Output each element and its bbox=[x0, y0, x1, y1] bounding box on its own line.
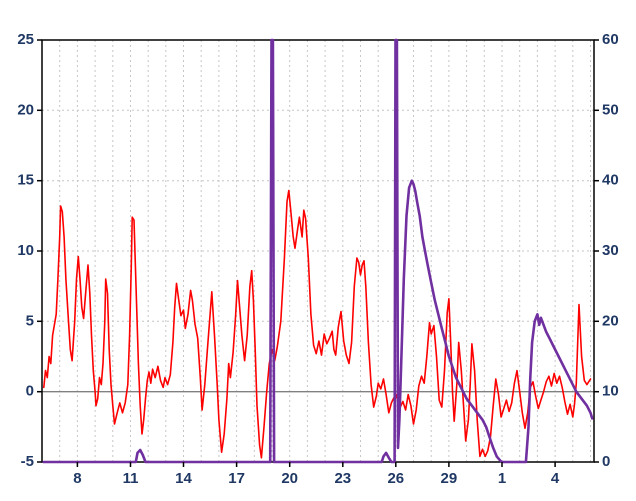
left-axis-tick-label: 15 bbox=[17, 172, 34, 189]
x-axis-tick-label: 23 bbox=[334, 470, 351, 487]
right-axis-tick-label: 20 bbox=[602, 312, 619, 329]
right-axis-tick-label: 10 bbox=[602, 383, 619, 400]
snow-line bbox=[42, 38, 594, 464]
right-axis-tick-label: 50 bbox=[602, 101, 619, 118]
x-axis-tick-label: 1 bbox=[498, 470, 506, 487]
left-axis-tick-label: 5 bbox=[26, 312, 34, 329]
x-axis-tick-label: 11 bbox=[123, 470, 139, 487]
left-axis-tick-label: 25 bbox=[17, 31, 34, 48]
right-axis-tick-label: 40 bbox=[602, 172, 619, 189]
left-axis-tick-label: 20 bbox=[17, 101, 34, 118]
left-axis-tick-label: 0 bbox=[26, 383, 34, 400]
x-axis-tick-label: 14 bbox=[175, 470, 192, 487]
temperature-line bbox=[42, 189, 592, 459]
right-axis-tick-label: 0 bbox=[602, 453, 610, 470]
right-axis-tick-label: 30 bbox=[602, 242, 619, 259]
left-axis-tick-label: 10 bbox=[17, 242, 34, 259]
right-axis-tick-label: 60 bbox=[602, 31, 619, 48]
x-axis-tick-label: 17 bbox=[228, 470, 245, 487]
x-axis-tick-label: 4 bbox=[551, 470, 560, 487]
left-axis-tick-label: -5 bbox=[21, 453, 34, 470]
x-axis-tick-label: 26 bbox=[387, 470, 404, 487]
x-axis-tick-label: 29 bbox=[441, 470, 458, 487]
x-axis-tick-label: 8 bbox=[73, 470, 81, 487]
x-axis-tick-label: 20 bbox=[281, 470, 298, 487]
